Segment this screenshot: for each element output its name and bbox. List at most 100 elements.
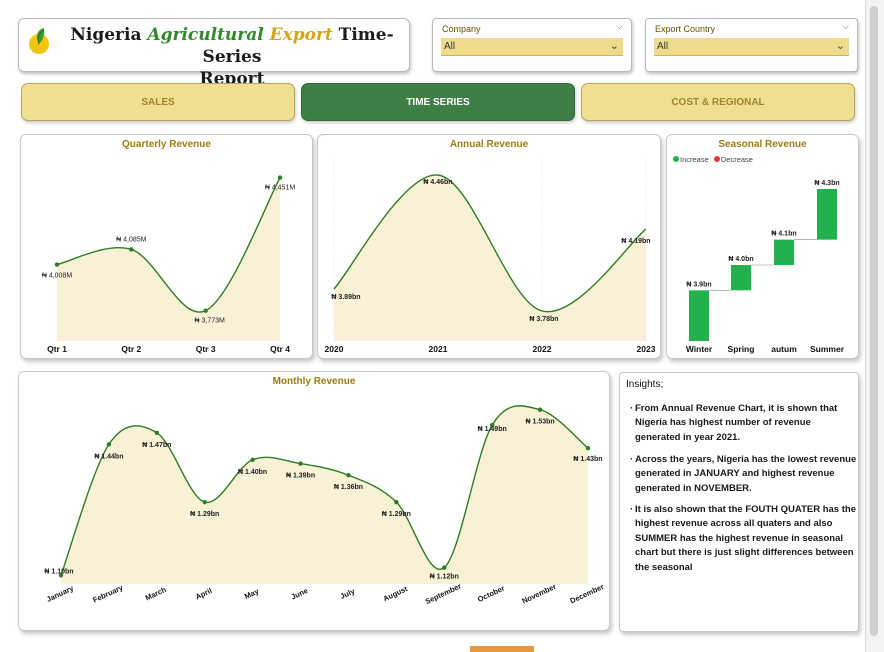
chevron-down-icon[interactable]: ⌄: [609, 40, 619, 52]
x-tick-label: November: [521, 582, 558, 606]
seasonal-revenue-card: Seasonal Revenue Increase Decrease ₦ 3.9…: [666, 134, 859, 359]
legend-increase-label: Increase: [680, 155, 709, 164]
insights-panel: Insights; · From Annual Revenue Chart, it…: [619, 372, 859, 632]
data-label: ₦ 4.3bn: [814, 180, 839, 187]
company-slicer-label: Company: [442, 24, 481, 34]
data-label: ₦ 1.39bn: [286, 473, 315, 480]
data-label: ₦ 1.36bn: [334, 484, 363, 491]
data-label: ₦ 4.19bn: [621, 238, 650, 245]
nav-sales-button[interactable]: SALES: [21, 83, 295, 121]
data-label: ₦ 4,008M: [42, 273, 73, 280]
seasonal-legend: Increase Decrease: [673, 155, 753, 164]
annual-revenue-title: Annual Revenue: [449, 139, 529, 150]
nav-cost-regional-button[interactable]: COST & REGIONAL: [581, 83, 855, 121]
data-point: [298, 461, 303, 466]
quarterly-revenue-card: Quarterly Revenue ₦ 4,008M ₦ 4,085M ₦ 3,77…: [20, 134, 313, 359]
chevron-down-icon[interactable]: ⌄: [835, 40, 845, 52]
data-label: ₦ 4.1bn: [771, 231, 796, 238]
decrease-legend-marker: [713, 156, 720, 162]
data-point: [394, 499, 399, 505]
leaf-logo-icon: [29, 28, 49, 54]
data-point: [202, 499, 207, 505]
waterfall-bar: [689, 290, 709, 341]
country-dropdown-value: All: [657, 41, 669, 52]
increase-legend-marker: [673, 156, 679, 162]
insight-item: · Across the years, Nigeria has the lowes…: [630, 453, 858, 496]
series-line: [333, 174, 647, 313]
data-point: [58, 573, 64, 578]
bullet-icon: ·: [630, 403, 634, 414]
data-point: [442, 565, 447, 570]
data-label: ₦ 1.43bn: [573, 456, 602, 463]
data-label: ₦ 1.29bn: [382, 511, 411, 518]
slicer-collapse-icon[interactable]: ⌵: [842, 21, 849, 31]
x-tick-label: autum: [771, 344, 797, 354]
country-dropdown[interactable]: All ⌄: [654, 38, 849, 56]
page-title: Nigeria Agricultural Export Time-Series …: [57, 24, 407, 90]
monthly-revenue-title: Monthly Revenue: [272, 376, 356, 387]
data-label: ₦ 3.9bn: [686, 281, 711, 288]
insight-item: · From Annual Revenue Chart, it is shown …: [630, 402, 858, 445]
data-label: ₦ 1.49bn: [478, 426, 507, 433]
country-slicer-label: Export Country: [655, 24, 716, 34]
x-tick-label: October: [476, 584, 506, 604]
company-dropdown[interactable]: All ⌄: [441, 38, 623, 56]
insights-heading: Insights;: [626, 379, 664, 390]
x-tick-label: 2021: [429, 344, 448, 354]
page-tab-indicator[interactable]: [470, 646, 534, 652]
series-line: [56, 177, 281, 313]
title-export: Export: [263, 25, 333, 45]
monthly-revenue-card: Monthly Revenue ₦ 1.10bn ₦ 1.44bn ₦ 1.47bn…: [18, 371, 610, 631]
x-tick-label: Winter: [686, 344, 713, 354]
x-tick-label: March: [144, 585, 168, 603]
quarterly-revenue-title: Quarterly Revenue: [122, 139, 211, 150]
data-point: [154, 430, 160, 436]
data-label: ₦ 4,451M: [265, 185, 296, 192]
x-tick-label: June: [290, 586, 310, 602]
bullet-icon: ·: [630, 454, 634, 465]
data-label: ₦ 3,773M: [194, 318, 225, 325]
scrollbar-thumb[interactable]: [870, 6, 878, 636]
title-country: Nigeria: [70, 25, 148, 45]
company-slicer[interactable]: Company ⌵ All ⌄: [432, 18, 632, 72]
data-point: [537, 407, 543, 412]
data-point: [346, 472, 351, 478]
x-tick-label: December: [569, 582, 606, 606]
data-point: [129, 247, 134, 252]
x-tick-label: Qtr 1: [47, 344, 67, 354]
x-tick-label: Qtr 3: [196, 344, 216, 354]
x-tick-label: August: [382, 584, 410, 603]
insight-text: From Annual Revenue Chart, it is shown t…: [635, 403, 838, 443]
x-tick-label: 2020: [325, 344, 344, 354]
monthly-revenue-chart: ₦ 1.10bn ₦ 1.44bn ₦ 1.47bn ₦ 1.29bn ₦ 1.40bn…: [44, 405, 606, 606]
export-country-slicer[interactable]: Export Country ⌵ All ⌄: [645, 18, 858, 72]
x-tick-label: Qtr 4: [270, 344, 290, 354]
data-label: ₦ 4.46bn: [423, 179, 452, 186]
annual-revenue-card: Annual Revenue ₦ 3.89bn ₦ 4.46bn ₦ 3.78bn ₦…: [317, 134, 661, 359]
waterfall-bar: [731, 265, 751, 291]
data-label: ₦ 3.78bn: [529, 316, 558, 323]
x-tick-label: May: [243, 586, 261, 601]
insight-item: · It is also shown that the FOUTH QUATER …: [630, 503, 858, 575]
data-label: ₦ 4,085M: [116, 236, 147, 243]
data-label: ₦ 1.53bn: [525, 419, 554, 426]
title-agricultural: Agricultural: [147, 25, 264, 45]
x-tick-label: September: [424, 581, 463, 606]
slicer-collapse-icon[interactable]: ⌵: [616, 21, 623, 31]
data-label: ₦ 1.10bn: [44, 568, 73, 575]
data-point: [106, 442, 112, 447]
x-tick-label: Spring: [728, 344, 755, 354]
nav-time-series-button[interactable]: TIME SERIES: [301, 83, 575, 121]
waterfall-bar: [774, 239, 794, 265]
data-point: [489, 422, 495, 428]
x-tick-label: February: [91, 583, 125, 605]
report-title-card: Nigeria Agricultural Export Time-Series …: [18, 18, 410, 89]
x-tick-label: Summer: [810, 344, 845, 354]
data-label: ₦ 1.12bn: [430, 574, 459, 581]
company-dropdown-value: All: [444, 41, 456, 52]
seasonal-revenue-title: Seasonal Revenue: [718, 139, 807, 150]
x-tick-label: July: [339, 586, 357, 601]
title-time-series: Time-Series: [202, 25, 394, 67]
data-label: ₦ 1.47bn: [142, 442, 171, 449]
x-tick-label: January: [45, 583, 76, 604]
